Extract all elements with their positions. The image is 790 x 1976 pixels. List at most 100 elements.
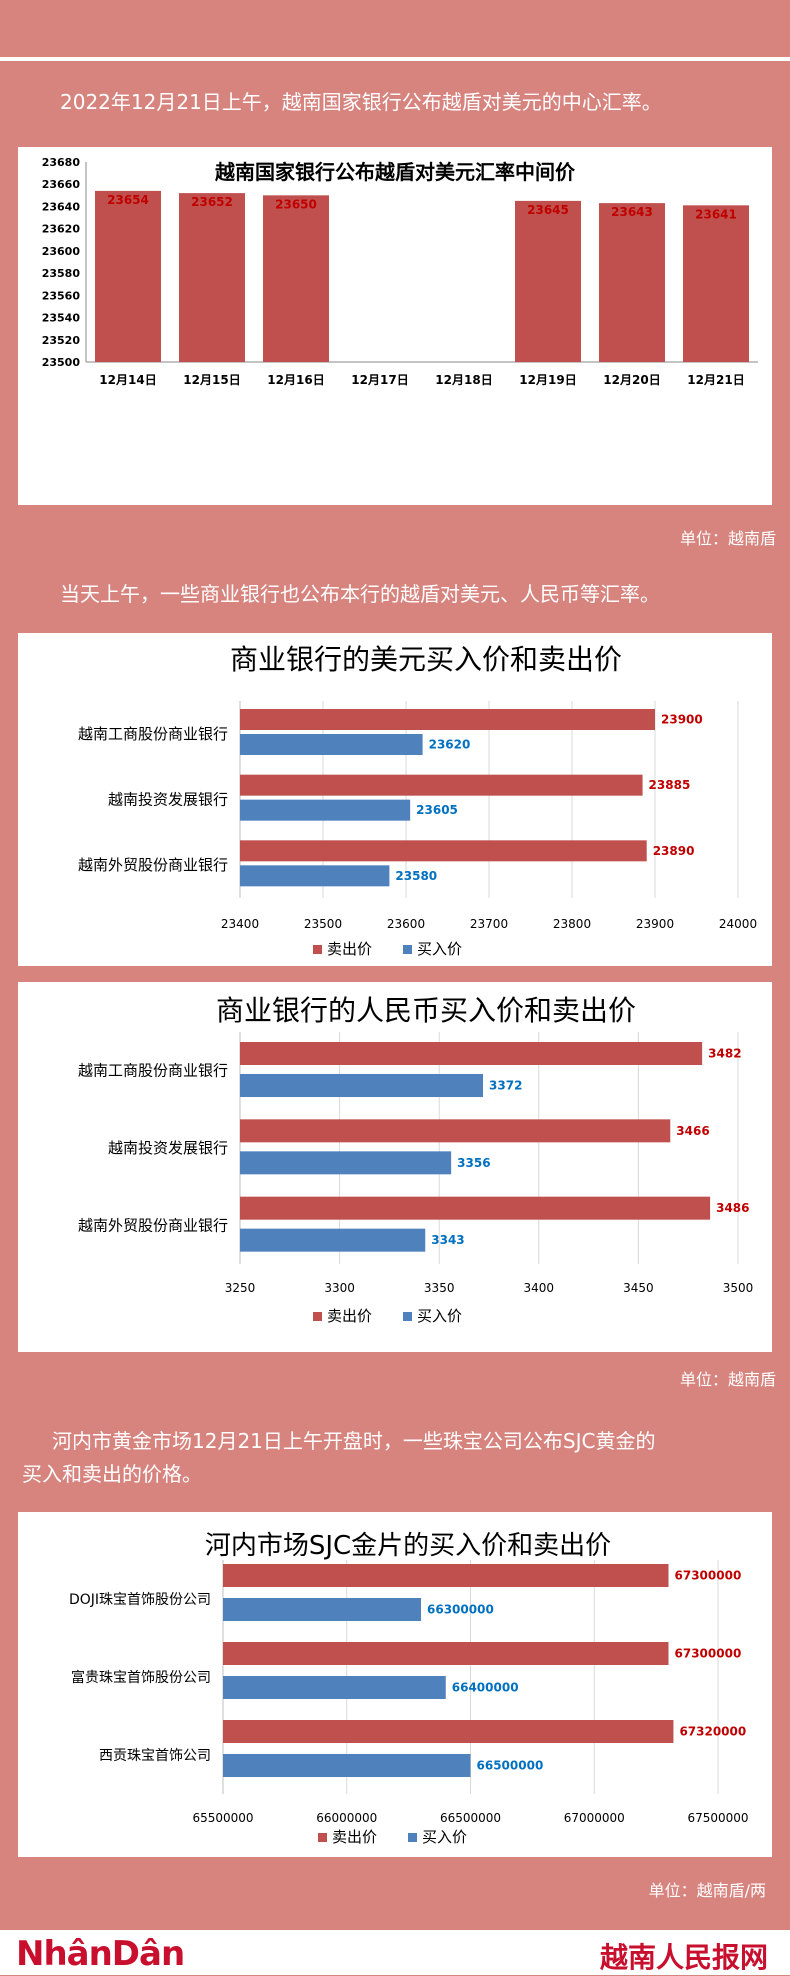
sell-data-label: 3482 <box>708 1047 741 1061</box>
sell-bar <box>240 1119 671 1143</box>
x-tick-label: 12月15日 <box>183 373 240 387</box>
sell-data-label: 67300000 <box>675 1647 742 1661</box>
intro-text-3a: 河内市黄金市场12月21日上午开盘时，一些珠宝公司公布SJC黄金的 <box>52 1429 656 1453</box>
x-tick-label: 23800 <box>553 917 591 931</box>
legend-swatch-sell <box>318 1833 327 1842</box>
buy-data-label: 66500000 <box>477 1759 544 1773</box>
category-label: 越南工商股份商业银行 <box>78 725 228 743</box>
sell-bar <box>223 1720 674 1743</box>
y-tick-label: 23660 <box>42 178 81 191</box>
x-tick-label: 66000000 <box>316 1811 377 1825</box>
buy-bar <box>240 1228 426 1252</box>
legend-swatch-sell <box>313 1312 322 1321</box>
intro-text-2: 当天上午，一些商业银行也公布本行的越盾对美元、人民币等汇率。 <box>60 582 660 606</box>
buy-data-label: 3343 <box>431 1233 464 1247</box>
x-tick-label: 24000 <box>719 917 757 931</box>
buy-data-label: 66300000 <box>427 1603 494 1617</box>
legend-label-sell: 卖出价 <box>332 1828 377 1846</box>
bar <box>263 195 329 362</box>
data-label: 23643 <box>611 205 653 219</box>
legend-swatch-sell <box>313 945 322 954</box>
x-tick-label: 65500000 <box>192 1811 253 1825</box>
sell-data-label: 67300000 <box>675 1569 742 1583</box>
x-tick-label: 12月18日 <box>435 373 492 387</box>
sell-bar <box>240 840 647 862</box>
sell-bar <box>223 1642 669 1665</box>
chart-title: 河内市场SJC金片的买入价和卖出价 <box>205 1531 611 1561</box>
sell-data-label: 3486 <box>716 1201 749 1215</box>
y-tick-label: 23500 <box>42 356 81 369</box>
bar <box>515 200 581 362</box>
data-label: 23652 <box>191 195 233 209</box>
category-label: 越南投资发展银行 <box>108 791 228 809</box>
x-tick-label: 3300 <box>324 1281 355 1295</box>
x-tick-label: 12月16日 <box>267 373 324 387</box>
category-label: 西贡珠宝首饰公司 <box>99 1748 211 1764</box>
x-tick-label: 23500 <box>304 917 342 931</box>
buy-data-label: 66400000 <box>452 1681 519 1695</box>
sjc-gold-prices-chart: 河内市场SJC金片的买入价和卖出价 65500000 66000000 6650000… <box>69 1531 749 1846</box>
legend-label-buy: 买入价 <box>417 1307 462 1325</box>
x-tick-label: 12月17日 <box>351 373 408 387</box>
y-tick-label: 23600 <box>42 245 81 258</box>
buy-data-label: 23620 <box>429 738 471 752</box>
x-tick-label: 3400 <box>524 1281 555 1295</box>
sell-bar <box>223 1564 669 1587</box>
sell-data-label: 23900 <box>661 713 703 727</box>
site-brand[interactable]: 越南人民报网 <box>599 1941 768 1974</box>
sell-data-label: 23890 <box>653 844 695 858</box>
unit-label-1: 单位：越南盾 <box>679 529 776 548</box>
sell-data-label: 3466 <box>676 1124 709 1138</box>
x-tick-label: 67000000 <box>564 1811 625 1825</box>
legend-swatch-buy <box>408 1833 417 1842</box>
legend-label-buy: 买入价 <box>422 1828 467 1846</box>
y-tick-label: 23540 <box>42 312 81 325</box>
buy-data-label: 3356 <box>457 1156 490 1170</box>
usd-bank-rates-chart: 商业银行的美元买入价和卖出价 23400 23500 23600 23700 23800 2… <box>78 643 757 958</box>
chart-title: 商业银行的人民币买入价和卖出价 <box>216 994 636 1027</box>
buy-bar <box>223 1676 446 1699</box>
unit-label-3: 单位：越南盾/两 <box>648 1881 766 1900</box>
category-label: 越南外贸股份商业银行 <box>78 856 228 874</box>
chart-panel-2: 商业银行的美元买入价和卖出价 23400 23500 23600 23700 23800 2… <box>18 633 772 966</box>
chart-panel-3: 商业银行的人民币买入价和卖出价 3250 3300 3350 3400 3450 3500 越… <box>18 982 772 1352</box>
x-tick-label: 67500000 <box>687 1811 748 1825</box>
bar <box>179 193 245 362</box>
buy-data-label: 3372 <box>489 1079 522 1093</box>
sell-data-label: 23885 <box>649 778 691 792</box>
buy-bar <box>223 1598 421 1621</box>
x-tick-label: 12月14日 <box>99 373 156 387</box>
buy-bar <box>240 865 390 887</box>
buy-bar <box>240 1074 484 1097</box>
x-tick-label: 3450 <box>623 1281 654 1295</box>
nhandan-logo[interactable]: NhânDân <box>16 1934 185 1974</box>
sell-bar <box>240 1196 711 1220</box>
y-tick-label: 23640 <box>42 200 81 213</box>
intro-text-1: 2022年12月21日上午，越南国家银行公布越盾对美元的中心汇率。 <box>60 90 662 114</box>
category-label: 越南外贸股份商业银行 <box>78 1216 228 1234</box>
legend-swatch-buy <box>403 1312 412 1321</box>
buy-bar <box>240 1151 452 1175</box>
data-label: 23650 <box>275 197 317 211</box>
x-tick-label: 23900 <box>636 917 674 931</box>
category-label: 越南工商股份商业银行 <box>78 1062 228 1080</box>
buy-data-label: 23580 <box>395 869 437 883</box>
x-tick-label: 12月20日 <box>603 373 660 387</box>
buy-bar <box>240 799 411 821</box>
intro-text-3b: 买入和卖出的价格。 <box>22 1462 202 1486</box>
legend-label-sell: 卖出价 <box>327 940 372 958</box>
sell-bar <box>240 1042 703 1065</box>
y-tick-label: 23520 <box>42 334 81 347</box>
chart-title: 越南国家银行公布越盾对美元汇率中间价 <box>214 160 576 184</box>
x-tick-label: 23700 <box>470 917 508 931</box>
chart-title: 商业银行的美元买入价和卖出价 <box>230 643 622 676</box>
x-tick-label: 12月21日 <box>687 373 744 387</box>
buy-data-label: 23605 <box>416 803 458 817</box>
y-tick-label: 23580 <box>42 267 81 280</box>
buy-bar <box>240 734 423 755</box>
legend-label-sell: 卖出价 <box>327 1307 372 1325</box>
category-label: 富贵珠宝首饰股份公司 <box>71 1669 211 1686</box>
data-label: 23654 <box>107 193 149 207</box>
x-tick-label: 66500000 <box>440 1811 501 1825</box>
category-label: DOJI珠宝首饰股份公司 <box>69 1592 211 1608</box>
